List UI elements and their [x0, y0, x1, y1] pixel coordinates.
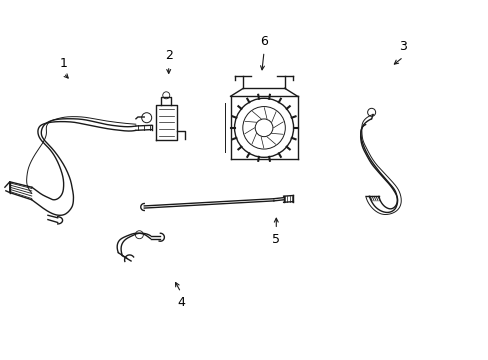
Text: 2: 2	[164, 49, 172, 62]
Text: 4: 4	[177, 296, 184, 309]
Text: 3: 3	[399, 40, 407, 53]
Text: 1: 1	[60, 57, 67, 69]
Text: 6: 6	[260, 35, 267, 48]
Text: 5: 5	[272, 233, 280, 246]
